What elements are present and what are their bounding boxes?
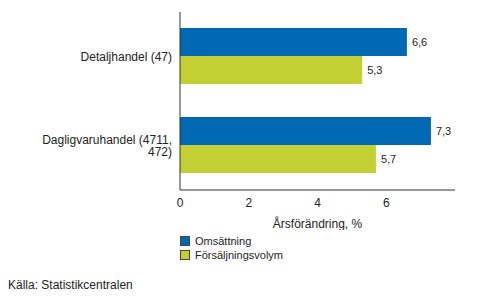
svg-text:4: 4 — [314, 196, 321, 210]
svg-text:2: 2 — [245, 196, 252, 210]
svg-text:Detaljhandel (47): Detaljhandel (47) — [81, 50, 172, 64]
svg-text:5,7: 5,7 — [381, 153, 396, 165]
svg-text:0: 0 — [177, 196, 184, 210]
html-text:Försäljningsvolym: Försäljningsvolym — [195, 249, 283, 261]
svg-text:6: 6 — [383, 196, 390, 210]
svg-text:7,3: 7,3 — [436, 125, 451, 137]
svg-text:6,6: 6,6 — [412, 36, 427, 48]
svg-text:Årsförändring, %: Årsförändring, % — [273, 216, 363, 230]
svg-text:Dagligvaruhandel (4711,472): Dagligvaruhandel (4711,472) — [42, 133, 172, 159]
html-text:Källa: Statistikcentralen: Källa: Statistikcentralen — [8, 278, 133, 292]
html-text:Omsättning: Omsättning — [195, 235, 252, 247]
svg-text:5,3: 5,3 — [367, 64, 382, 76]
